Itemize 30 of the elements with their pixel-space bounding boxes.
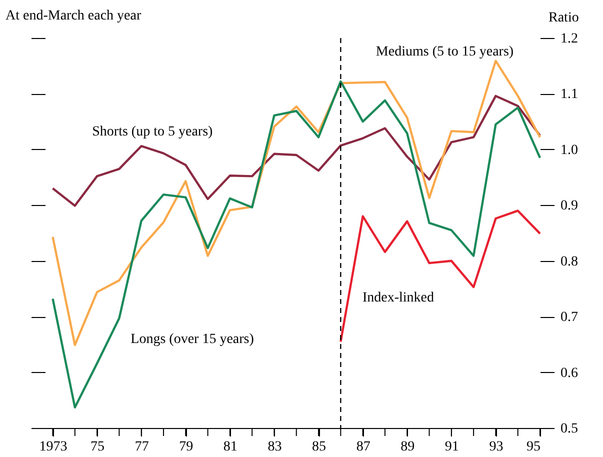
y-tick-label: 0.5 bbox=[560, 422, 578, 436]
x-tick-label: 91 bbox=[444, 440, 459, 454]
series-label: Index-linked bbox=[362, 290, 434, 306]
x-tick-label: 89 bbox=[400, 440, 415, 454]
x-tick-label: 75 bbox=[90, 440, 105, 454]
line-series bbox=[52, 80, 542, 408]
series-label: Mediums (5 to 15 years) bbox=[376, 44, 514, 60]
x-tick-label: 85 bbox=[312, 440, 326, 454]
x-tick-label: 93 bbox=[489, 440, 504, 454]
x-tick-label: 83 bbox=[268, 440, 282, 454]
y-tick-label: 0.7 bbox=[560, 310, 578, 326]
x-tick-label: 95 bbox=[526, 440, 540, 454]
line-series bbox=[52, 60, 542, 346]
x-tick-label: 77 bbox=[134, 440, 149, 454]
y-tick-label: 0.9 bbox=[560, 198, 578, 214]
x-tick-label: 81 bbox=[223, 440, 238, 454]
series-label: Longs (over 15 years) bbox=[130, 332, 254, 347]
x-tick-label: 1973 bbox=[39, 440, 68, 454]
series-label: Shorts (up to 5 years) bbox=[92, 124, 214, 140]
y-tick-label: 1.1 bbox=[560, 87, 578, 102]
y-tick-label: 1.0 bbox=[560, 142, 578, 158]
y-tick-label: 1.2 bbox=[560, 32, 578, 46]
text: At end-March each year bbox=[6, 8, 142, 24]
y-tick-label: 0.6 bbox=[560, 366, 578, 381]
line-series bbox=[340, 210, 542, 343]
x-tick-label: 79 bbox=[179, 440, 194, 454]
x-tick-label: 87 bbox=[356, 440, 370, 454]
y-tick-label: 0.8 bbox=[560, 254, 578, 270]
line-series bbox=[52, 94, 542, 207]
y-axis-title: Ratio bbox=[548, 10, 579, 26]
